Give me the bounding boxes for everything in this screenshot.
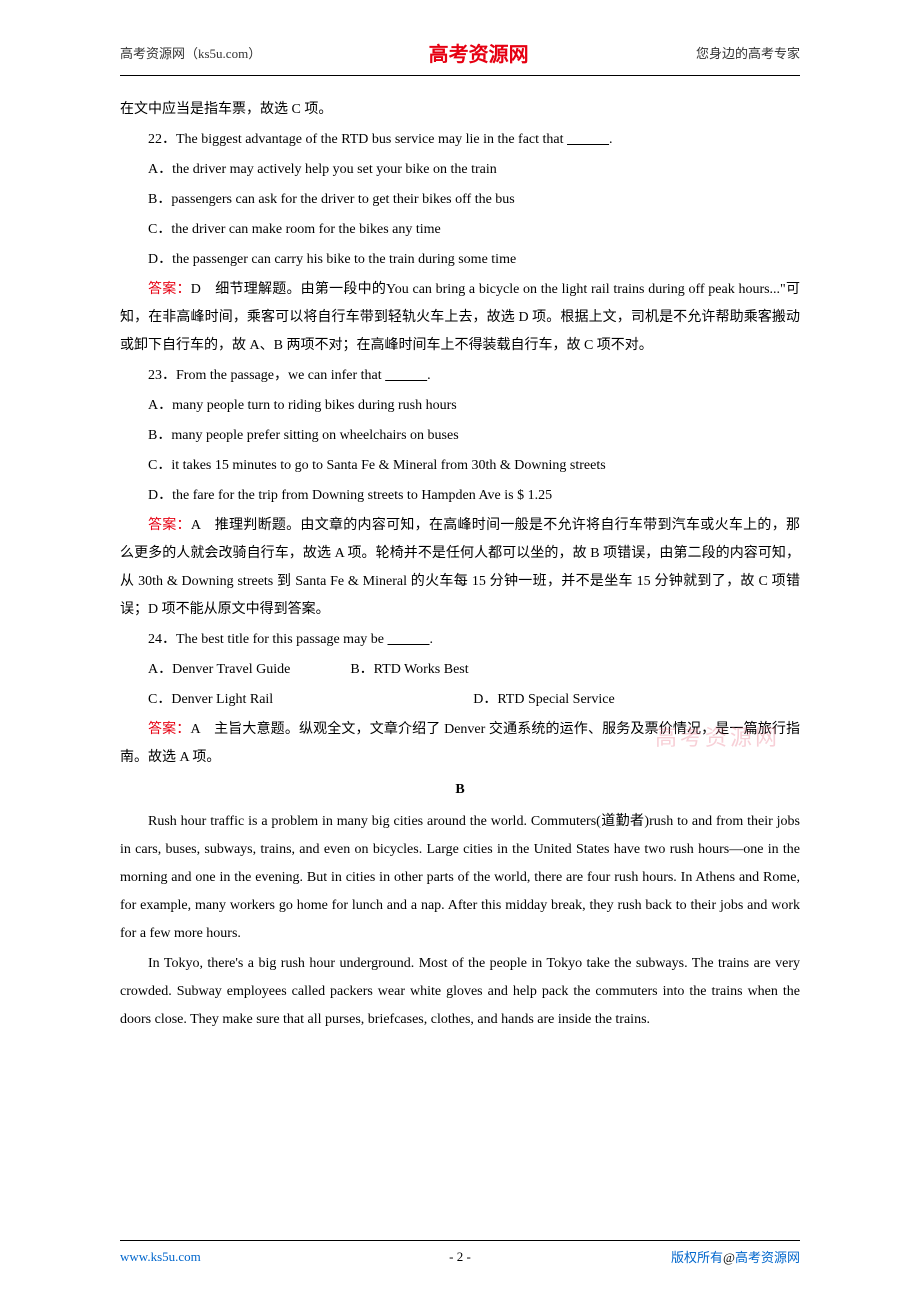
q22-option-b: B．passengers can ask for the driver to g…	[120, 186, 800, 214]
header-center-title: 高考资源网	[429, 38, 529, 67]
footer-page-number: - 2 -	[449, 1249, 471, 1265]
q22-option-a: A．the driver may actively help you set y…	[120, 156, 800, 184]
q22-blank	[567, 132, 609, 147]
q23-option-a: A．many people turn to riding bikes durin…	[120, 392, 800, 420]
watermark-text: 高考资源网	[655, 720, 780, 752]
q23-option-c: C．it takes 15 minutes to go to Santa Fe …	[120, 452, 800, 480]
q23-option-d: D．the fare for the trip from Downing str…	[120, 482, 800, 510]
q23-blank	[385, 368, 427, 383]
q23-stem: 23．From the passage，we can infer that .	[120, 362, 800, 390]
q22-option-c: C．the driver can make room for the bikes…	[120, 216, 800, 244]
page-footer: www.ks5u.com - 2 - 版权所有@高考资源网	[120, 1240, 800, 1266]
q24-options-row-1: A．Denver Travel Guide B．RTD Works Best	[120, 656, 800, 684]
q22-stem-pre: 22．The biggest advantage of the RTD bus …	[148, 132, 567, 147]
continuation-line: 在文中应当是指车票，故选 C 项。	[120, 96, 800, 124]
q23-answer-letter: A	[191, 518, 200, 533]
section-b-label: B	[120, 776, 800, 804]
q22-stem-post: .	[609, 132, 613, 147]
q24-stem: 24．The best title for this passage may b…	[120, 626, 800, 654]
q24-stem-pre: 24．The best title for this passage may b…	[148, 632, 388, 647]
header-left-text: 高考资源网（ks5u.com）	[120, 43, 261, 62]
passage-p1: Rush hour traffic is a problem in many b…	[120, 808, 800, 948]
q22-stem: 22．The biggest advantage of the RTD bus …	[120, 126, 800, 154]
footer-right-pre: 版权所有	[671, 1250, 723, 1265]
answer-label: 答案：	[148, 722, 190, 737]
header-right-text: 您身边的高考专家	[696, 43, 800, 62]
q22-answer: 答案：D 细节理解题。由第一段中的You can bring a bicycle…	[120, 276, 800, 360]
q24-stem-post: .	[430, 632, 434, 647]
q24-option-b: B．RTD Works Best	[350, 662, 468, 677]
q22-answer-explanation: 细节理解题。由第一段中的You can bring a bicycle on t…	[120, 282, 800, 353]
document-body: 在文中应当是指车票，故选 C 项。 22．The biggest advanta…	[0, 76, 920, 1034]
answer-label: 答案：	[148, 518, 191, 533]
footer-at: @	[723, 1250, 735, 1265]
q24-answer-letter: A	[190, 722, 199, 737]
passage-p2: In Tokyo, there's a big rush hour underg…	[120, 950, 800, 1034]
q24-blank	[388, 632, 430, 647]
footer-url: www.ks5u.com	[120, 1249, 201, 1265]
footer-copyright: 版权所有@高考资源网	[671, 1247, 800, 1266]
q24-option-d: D．RTD Special Service	[473, 692, 614, 707]
q23-stem-pre: 23．From the passage，we can infer that	[148, 368, 385, 383]
q23-stem-post: .	[427, 368, 431, 383]
q22-option-d: D．the passenger can carry his bike to th…	[120, 246, 800, 274]
answer-label: 答案：	[148, 282, 191, 297]
q23-answer-explanation: 推理判断题。由文章的内容可知，在高峰时间一般是不允许将自行车带到汽车或火车上的，…	[120, 518, 800, 617]
q22-answer-letter: D	[191, 282, 201, 297]
page-header: 高考资源网（ks5u.com） 高考资源网 您身边的高考专家	[120, 0, 800, 76]
q23-answer: 答案：A 推理判断题。由文章的内容可知，在高峰时间一般是不允许将自行车带到汽车或…	[120, 512, 800, 624]
q24-options-row-2: C．Denver Light Rail D．RTD Special Service	[120, 686, 800, 714]
q24-option-a: A．Denver Travel Guide	[148, 662, 290, 677]
footer-right-post: 高考资源网	[735, 1250, 800, 1265]
q23-option-b: B．many people prefer sitting on wheelcha…	[120, 422, 800, 450]
q24-option-c: C．Denver Light Rail	[148, 692, 273, 707]
